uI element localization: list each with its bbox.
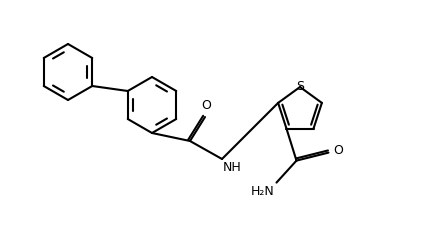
Text: NH: NH <box>223 161 242 174</box>
Text: O: O <box>334 144 343 157</box>
Text: H₂N: H₂N <box>251 184 275 198</box>
Text: O: O <box>201 99 211 112</box>
Text: S: S <box>296 80 304 92</box>
